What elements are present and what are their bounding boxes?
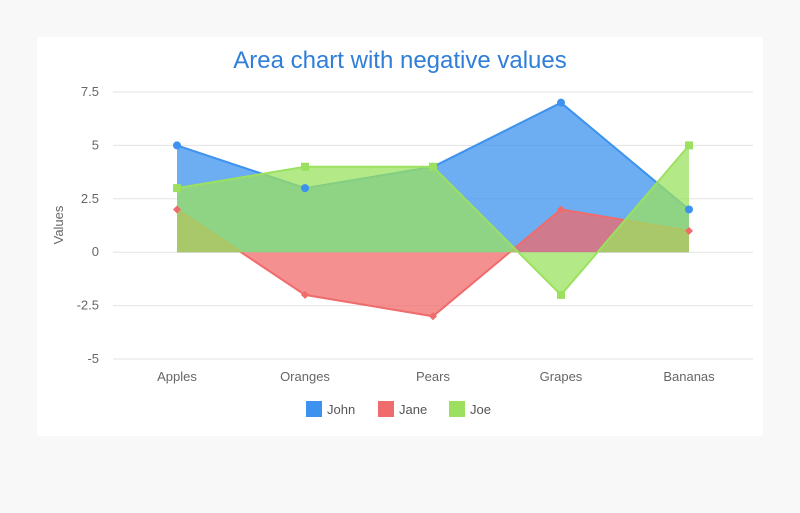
series-areas: [176, 101, 690, 318]
legend-swatch: [306, 401, 322, 417]
y-tick-label: 0: [92, 244, 99, 259]
data-point-joe[interactable]: [173, 184, 181, 193]
legend-label: John: [327, 402, 355, 417]
data-point-john[interactable]: [301, 184, 309, 193]
chart-card: Area chart with negative values 7.5 5 2.5 0…: [37, 37, 763, 436]
legend-item-john[interactable]: John: [306, 401, 355, 417]
x-tick-label: Bananas: [663, 369, 715, 384]
y-tick-label: 5: [92, 137, 99, 152]
x-tick-label: Pears: [416, 369, 450, 384]
x-tick-label: Grapes: [540, 369, 583, 384]
y-axis-ticks: 7.5 5 2.5 0 -2.5 -5: [77, 84, 99, 366]
legend-item-jane[interactable]: Jane: [378, 401, 427, 417]
chart-title: Area chart with negative values: [233, 47, 567, 74]
data-point-joe[interactable]: [301, 162, 309, 171]
legend-swatch: [378, 401, 394, 417]
data-point-john[interactable]: [685, 205, 693, 214]
data-point-john[interactable]: [173, 141, 181, 150]
legend-label: Joe: [470, 402, 491, 417]
data-point-jane[interactable]: [301, 290, 309, 299]
legend-swatch: [449, 401, 465, 417]
y-tick-label: 7.5: [81, 84, 99, 99]
data-point-john[interactable]: [557, 98, 565, 107]
series-markers: [173, 98, 693, 321]
legend-label: Jane: [399, 402, 427, 417]
y-axis-label: Values: [51, 205, 66, 244]
series-area-joe: [177, 145, 689, 295]
y-tick-label: -2.5: [77, 298, 99, 313]
y-tick-label: 2.5: [81, 191, 99, 206]
x-axis-ticks: Apples Oranges Pears Grapes Bananas: [157, 369, 715, 384]
x-tick-label: Oranges: [280, 369, 330, 384]
legend-item-joe[interactable]: Joe: [449, 401, 491, 417]
area-chart: Area chart with negative values 7.5 5 2.5 0…: [51, 47, 753, 417]
data-point-joe[interactable]: [685, 141, 693, 150]
data-point-jane[interactable]: [429, 312, 437, 321]
y-tick-label: -5: [87, 351, 99, 366]
data-point-jane[interactable]: [173, 205, 181, 214]
legend: John Jane Joe: [306, 401, 491, 417]
data-point-jane[interactable]: [685, 226, 693, 235]
data-point-joe[interactable]: [429, 162, 437, 171]
data-point-jane[interactable]: [557, 205, 565, 214]
x-tick-label: Apples: [157, 369, 197, 384]
series-area-jane: [177, 209, 689, 317]
data-point-joe[interactable]: [557, 290, 565, 299]
